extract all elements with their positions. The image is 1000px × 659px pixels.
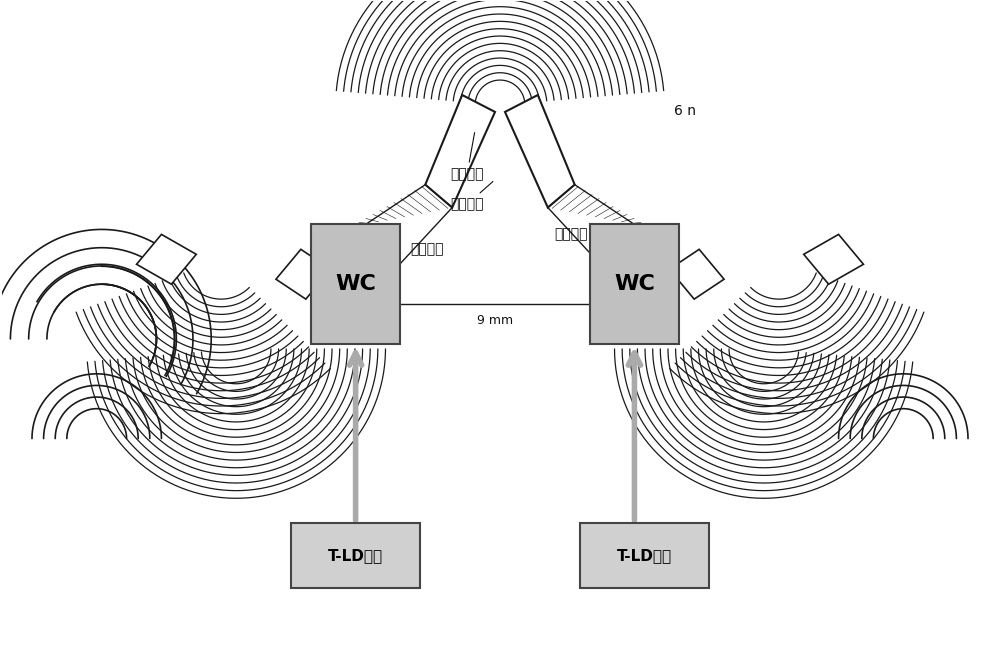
Text: 波導光栅: 波導光栅 [450, 132, 484, 182]
Polygon shape [351, 185, 452, 274]
FancyBboxPatch shape [590, 225, 679, 344]
Polygon shape [505, 95, 575, 208]
FancyBboxPatch shape [291, 523, 420, 588]
Text: WC: WC [614, 274, 655, 294]
FancyBboxPatch shape [580, 523, 709, 588]
Text: 扇形波導: 扇形波導 [410, 243, 444, 256]
Polygon shape [804, 235, 863, 284]
Polygon shape [669, 249, 724, 299]
Text: T-LD阵列: T-LD阵列 [328, 548, 383, 563]
Polygon shape [548, 185, 649, 274]
Polygon shape [137, 235, 196, 284]
Text: 自由空間: 自由空間 [450, 181, 493, 212]
Polygon shape [276, 249, 331, 299]
Text: T-LD阵列: T-LD阵列 [617, 548, 672, 563]
Polygon shape [425, 95, 495, 208]
Text: 扇形波導: 扇形波導 [555, 227, 588, 241]
Text: 9 mm: 9 mm [477, 314, 513, 327]
Text: WC: WC [335, 274, 376, 294]
Text: 6 n: 6 n [674, 104, 696, 118]
FancyBboxPatch shape [311, 225, 400, 344]
